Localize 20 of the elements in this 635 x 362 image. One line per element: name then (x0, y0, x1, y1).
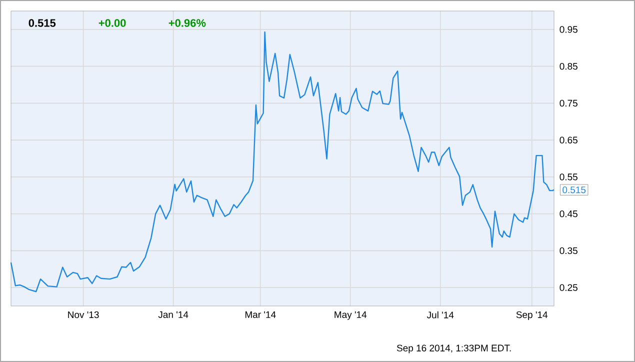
y-tick-label: 0.75 (560, 100, 578, 107)
y-tick-label: 0.95 (560, 26, 578, 33)
text: Sep 16 2014, 1:33PM EDT. (396, 344, 511, 354)
y-tick-label: 0.35 (560, 247, 578, 254)
y-tick-label: 0.85 (560, 62, 578, 70)
annotation: 0.515 (562, 186, 586, 194)
y-tick-label: 0.25 (560, 284, 578, 291)
annotation: +0.96% (168, 19, 206, 27)
x-tick-label: Nov '13 (68, 311, 99, 318)
y-tick-label: 0.55 (560, 174, 578, 180)
x-tick-label: Sep '14 (516, 311, 548, 320)
x-tick-label: Jul '14 (426, 311, 454, 318)
x-tick-label: May '14 (334, 311, 367, 320)
x-tick-label: Mar '14 (245, 311, 276, 318)
annotation: +0.00 (98, 19, 126, 27)
annotation: 0.515 (28, 19, 56, 27)
x-tick-label: Jan '14 (158, 311, 188, 318)
line-series (10, 31, 555, 292)
y-tick-label: 0.65 (560, 136, 578, 144)
y-tick-label: 0.45 (560, 210, 578, 218)
